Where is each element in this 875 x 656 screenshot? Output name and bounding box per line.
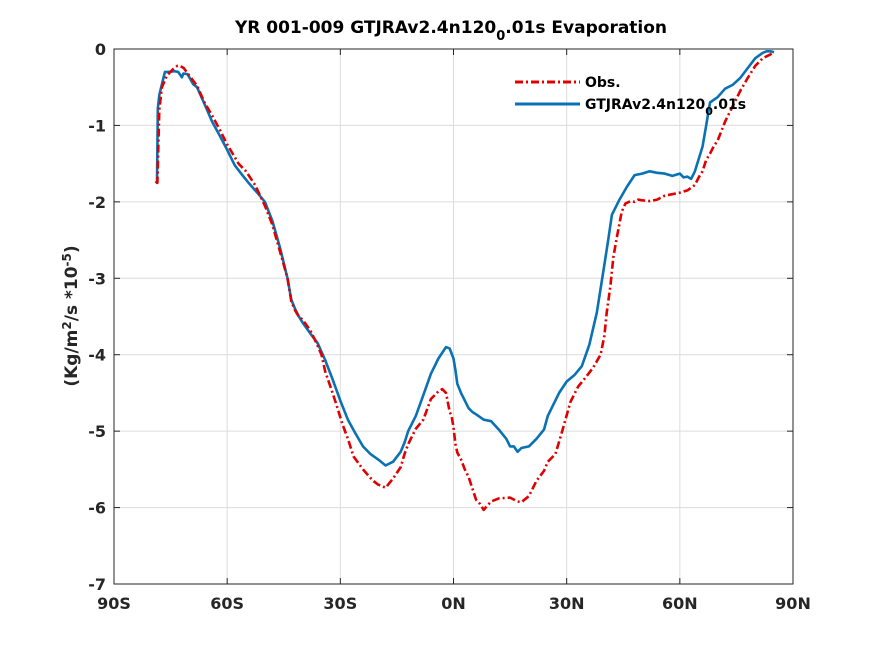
x-tick-label: 90N xyxy=(775,594,811,613)
x-tick-labels: 90S 60S 30S 0N 30N 60N 90N xyxy=(97,594,811,613)
series-line-model xyxy=(154,49,775,467)
legend: Obs. GTJRAv2.4n1200.01s xyxy=(515,75,746,118)
x-tick-label: 0N xyxy=(441,594,466,613)
x-tick-label: 60N xyxy=(662,594,698,613)
series-layer xyxy=(154,49,775,512)
y-tick-label: -5 xyxy=(88,422,106,441)
x-tick-label: 60S xyxy=(210,594,244,613)
legend-label-model: GTJRAv2.4n1200.01s xyxy=(585,97,746,118)
y-tick-label: -7 xyxy=(88,575,106,594)
y-tick-label: -2 xyxy=(88,193,106,212)
y-tick-label: -3 xyxy=(88,269,106,288)
series-line-obs xyxy=(155,50,775,512)
y-tick-label: -4 xyxy=(88,346,106,365)
y-tick-label: -1 xyxy=(88,116,106,135)
x-tick-label: 90S xyxy=(97,594,131,613)
y-axis-label: (Kg/m2/s *10-5) xyxy=(60,245,82,386)
y-tick-labels: 0 -1 -2 -3 -4 -5 -6 -7 xyxy=(88,40,106,594)
y-tick-label: -6 xyxy=(88,499,106,518)
chart-title: YR 001-009 GTJRAv2.4n1200.01s Evaporatio… xyxy=(234,18,667,44)
x-tick-label: 30S xyxy=(323,594,357,613)
legend-label-obs: Obs. xyxy=(585,75,621,91)
ticks xyxy=(113,48,794,585)
x-tick-label: 30N xyxy=(549,594,585,613)
y-tick-label: 0 xyxy=(95,40,106,59)
